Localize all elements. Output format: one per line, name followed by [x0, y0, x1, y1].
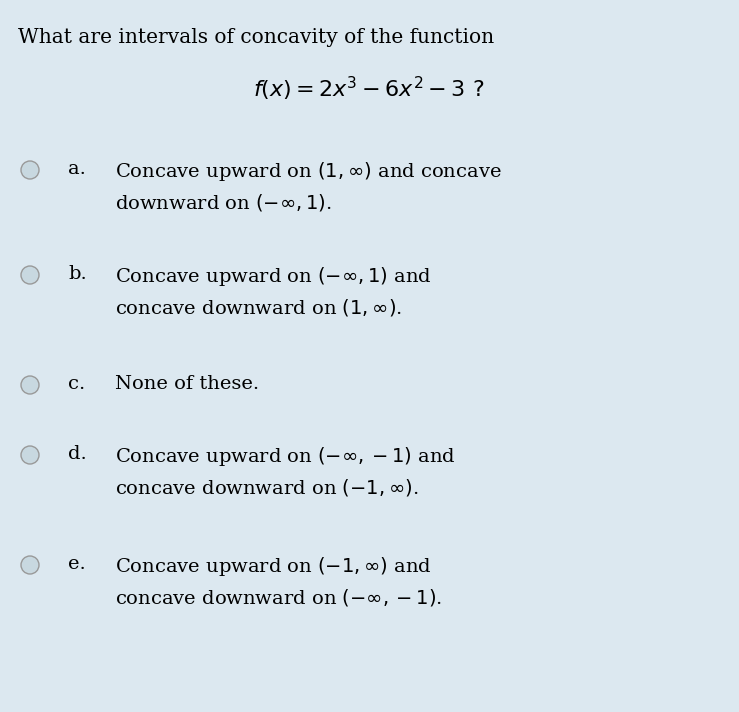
Text: Concave upward on $(-\infty, 1)$ and: Concave upward on $(-\infty, 1)$ and: [115, 265, 432, 288]
Text: Concave upward on $(-\infty, -1)$ and: Concave upward on $(-\infty, -1)$ and: [115, 445, 456, 468]
Text: d.: d.: [68, 445, 86, 463]
Text: b.: b.: [68, 265, 86, 283]
Text: $f(x) = 2x^3 - 6x^2 - 3\ ?$: $f(x) = 2x^3 - 6x^2 - 3\ ?$: [253, 75, 485, 103]
Text: concave downward on $(-\infty, -1)$.: concave downward on $(-\infty, -1)$.: [115, 587, 443, 608]
Text: Concave upward on $(-1, \infty)$ and: Concave upward on $(-1, \infty)$ and: [115, 555, 432, 578]
Text: None of these.: None of these.: [115, 375, 259, 393]
Circle shape: [21, 556, 39, 574]
Text: Concave upward on $(1, \infty)$ and concave: Concave upward on $(1, \infty)$ and conc…: [115, 160, 502, 183]
Text: e.: e.: [68, 555, 86, 573]
Text: What are intervals of concavity of the function: What are intervals of concavity of the f…: [18, 28, 494, 47]
Text: concave downward on $(1, \infty)$.: concave downward on $(1, \infty)$.: [115, 297, 402, 318]
Text: downward on $(-\infty, 1)$.: downward on $(-\infty, 1)$.: [115, 192, 332, 213]
Text: a.: a.: [68, 160, 86, 178]
Circle shape: [21, 376, 39, 394]
Text: c.: c.: [68, 375, 85, 393]
Circle shape: [21, 266, 39, 284]
Circle shape: [21, 446, 39, 464]
Circle shape: [21, 161, 39, 179]
Text: concave downward on $(-1, \infty)$.: concave downward on $(-1, \infty)$.: [115, 477, 418, 498]
